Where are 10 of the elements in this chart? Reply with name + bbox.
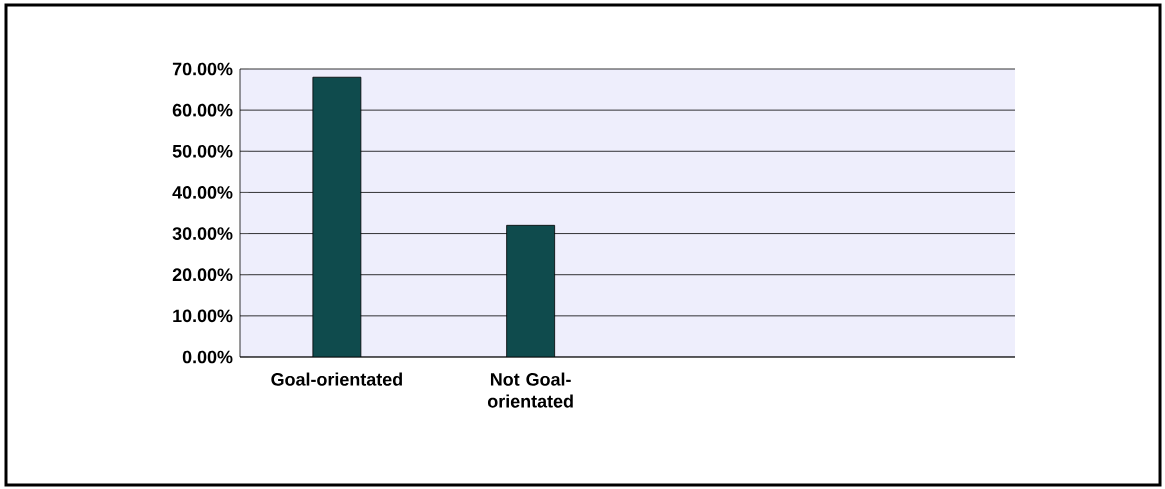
x-tick-label: Goal-orientated	[271, 372, 402, 386]
x-tick-label: Not Goal-orientated	[487, 372, 573, 408]
y-tick-label: 30.00%	[172, 227, 233, 240]
y-tick-label: 50.00%	[172, 144, 233, 158]
y-tick-label: 60.00%	[172, 103, 233, 117]
y-tick-label: 70.00%	[172, 62, 233, 76]
y-tick-label: 40.00%	[172, 186, 233, 199]
y-tick-label: 10.00%	[173, 309, 233, 323]
y-tick-label: 0.00%	[182, 350, 233, 364]
y-tick-label: 20.00%	[172, 268, 233, 282]
